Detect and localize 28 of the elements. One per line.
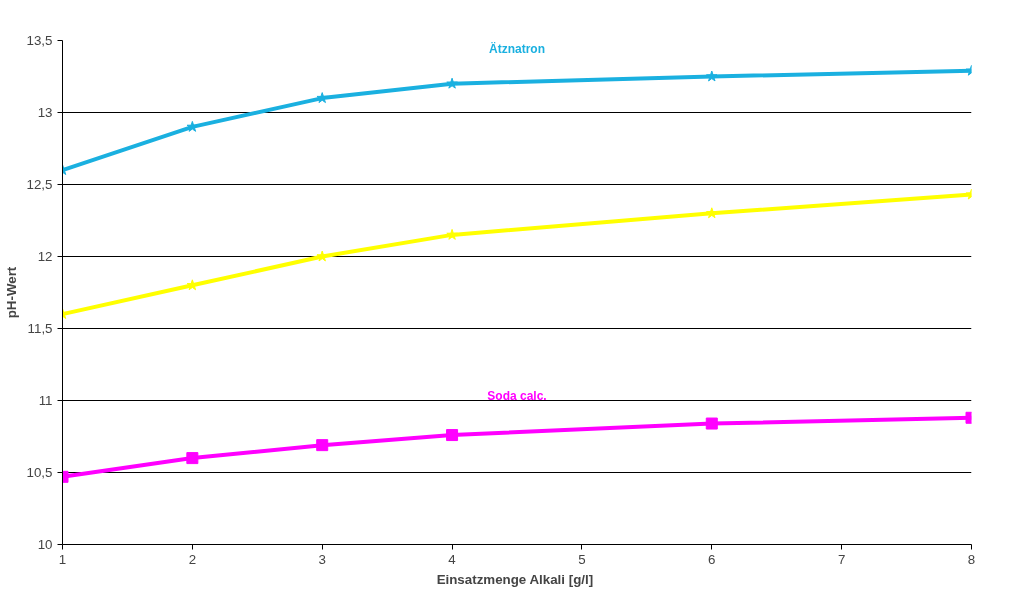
- point: [316, 439, 329, 452]
- point: [186, 452, 199, 465]
- point: [446, 228, 458, 240]
- x-tick-label: 2: [188, 551, 197, 567]
- x-axis-title: Einsatzmenge Alkali [g/l]: [436, 571, 594, 587]
- y-tick-label: 11: [38, 393, 53, 408]
- x-tick-label: 4: [448, 551, 457, 567]
- y-tick-label: 10: [37, 537, 53, 552]
- x-tick-label: 5: [578, 551, 586, 567]
- text: Soda calc.: [487, 388, 547, 403]
- x-tick-label: 7: [837, 551, 846, 567]
- y-tick-label: 10,5: [26, 465, 53, 480]
- point: [446, 77, 458, 89]
- text: Ätznatron: [489, 40, 545, 56]
- x-tick-label: 1: [58, 551, 67, 567]
- point: [705, 417, 718, 430]
- y-tick-label: 12: [37, 249, 53, 264]
- y-tick-label: 13,5: [26, 33, 53, 48]
- y-axis-title: pH-Wert: [3, 266, 19, 319]
- point: [706, 70, 718, 82]
- y-tick-label: 13: [37, 105, 53, 120]
- x-tick-label: 8: [967, 551, 976, 567]
- y-tick-label: 12,5: [26, 177, 53, 192]
- point: [316, 92, 328, 104]
- x-tick-label: 3: [318, 551, 326, 567]
- x-tick-label: 6: [708, 551, 716, 567]
- y-tick-label: 11,5: [27, 321, 53, 336]
- point: [446, 429, 459, 442]
